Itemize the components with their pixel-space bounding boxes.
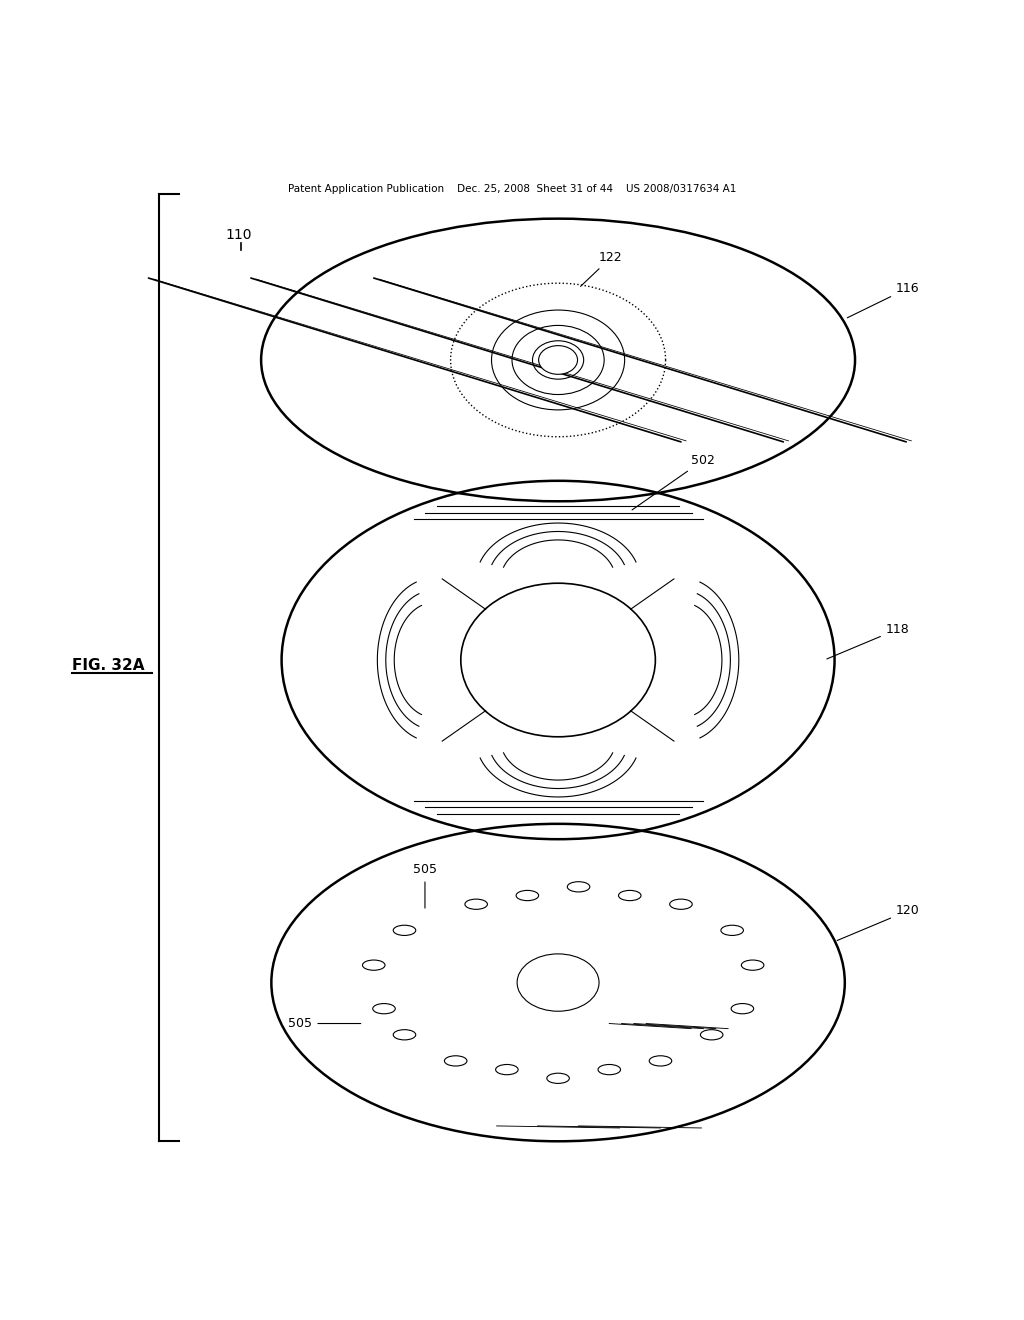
Ellipse shape (539, 346, 578, 375)
Text: 120: 120 (838, 904, 920, 941)
Text: 502: 502 (632, 454, 715, 510)
Text: 118: 118 (827, 623, 909, 659)
Text: 110: 110 (225, 228, 252, 242)
Text: 116: 116 (847, 281, 920, 318)
Text: Patent Application Publication    Dec. 25, 2008  Sheet 31 of 44    US 2008/03176: Patent Application Publication Dec. 25, … (288, 183, 736, 194)
Text: 505: 505 (413, 863, 437, 908)
Text: 122: 122 (581, 251, 623, 286)
Text: 505: 505 (289, 1016, 360, 1030)
Text: FIG. 32A: FIG. 32A (72, 657, 144, 673)
